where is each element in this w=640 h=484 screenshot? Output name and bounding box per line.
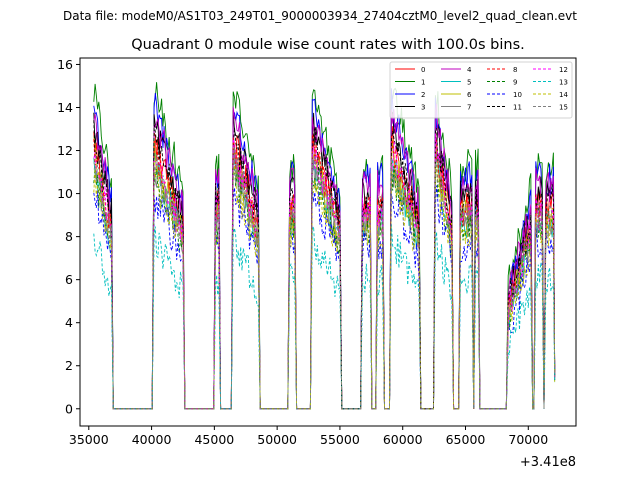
legend-label-14: 14 <box>559 91 568 99</box>
legend-label-3: 3 <box>421 104 425 112</box>
legend-label-15: 15 <box>559 104 568 112</box>
legend-label-11: 11 <box>513 104 522 112</box>
series-line-14 <box>93 161 556 410</box>
legend-label-7: 7 <box>467 104 471 112</box>
legend-label-6: 6 <box>467 91 472 99</box>
legend-label-1: 1 <box>421 79 425 87</box>
series-line-15 <box>93 146 556 410</box>
figure-suptitle: Data file: modeM0/AS1T03_249T01_90000039… <box>63 9 577 23</box>
plot-frame <box>79 57 577 427</box>
y-tick-label: 14 <box>57 100 73 115</box>
legend-label-4: 4 <box>467 66 472 74</box>
legend-label-2: 2 <box>421 91 425 99</box>
x-tick-label: 60000 <box>383 432 423 447</box>
series-line-10 <box>93 185 556 410</box>
y-tick-label: 16 <box>57 57 73 72</box>
x-tick-label: 50000 <box>257 432 297 447</box>
x-axis: 35000 40000 45000 50000 55000 60000 65000 70000 <box>69 426 548 447</box>
legend-label-9: 9 <box>513 79 517 87</box>
series-line-13 <box>93 224 556 410</box>
series-line-6 <box>93 136 556 410</box>
legend-label-13: 13 <box>559 79 568 87</box>
x-tick-label: 70000 <box>508 432 548 447</box>
series-line-1 <box>93 82 556 410</box>
x-tick-label: 65000 <box>446 432 486 447</box>
y-tick-label: 6 <box>65 272 73 287</box>
x-tick-label: 40000 <box>132 432 172 447</box>
plot-area <box>93 82 556 410</box>
series-line-11 <box>93 120 556 410</box>
legend-label-10: 10 <box>513 91 522 99</box>
legend-label-8: 8 <box>513 66 517 74</box>
y-tick-label: 0 <box>65 401 73 416</box>
series-line-4 <box>93 103 556 410</box>
legend-label-0: 0 <box>421 66 425 74</box>
legend-label-5: 5 <box>467 79 471 87</box>
chart-title: Quadrant 0 module wise count rates with … <box>131 37 525 53</box>
x-tick-label: 55000 <box>320 432 360 447</box>
x-tick-label: 45000 <box>194 432 234 447</box>
y-tick-label: 4 <box>65 315 73 330</box>
legend-frame <box>389 61 573 119</box>
legend-label-12: 12 <box>559 66 568 74</box>
series-line-2 <box>93 88 556 410</box>
x-tick-label: 35000 <box>69 432 109 447</box>
y-tick-label: 12 <box>57 143 73 158</box>
y-tick-label: 8 <box>65 229 73 244</box>
y-tick-label: 2 <box>65 358 73 373</box>
x-offset-label: +3.41e8 <box>520 455 576 470</box>
y-tick-label: 10 <box>57 186 73 201</box>
y-axis: 0 2 4 6 8 10 12 14 16 <box>57 57 80 416</box>
